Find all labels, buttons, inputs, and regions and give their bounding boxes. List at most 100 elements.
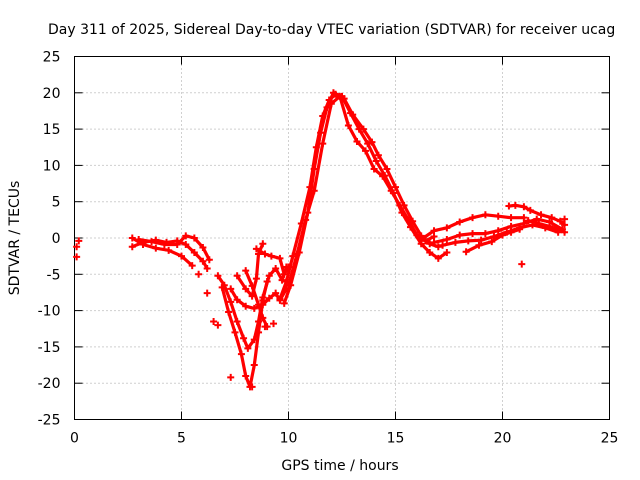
- data-point: [370, 165, 378, 173]
- data-point: [252, 275, 260, 283]
- data-point: [182, 241, 190, 249]
- data-point: [469, 230, 477, 238]
- data-point: [434, 254, 442, 262]
- data-point: [464, 237, 472, 245]
- data-point: [233, 272, 241, 280]
- data-point: [73, 253, 81, 261]
- data-point: [336, 92, 344, 100]
- data-point: [182, 232, 190, 240]
- data-point: [178, 252, 185, 260]
- data-series: [73, 89, 569, 391]
- data-point: [546, 222, 554, 230]
- data-point: [477, 236, 485, 244]
- data-point: [310, 187, 318, 195]
- x-tick-label: 20: [494, 431, 512, 447]
- data-point: [259, 240, 267, 248]
- data-point: [319, 140, 327, 148]
- data-point: [210, 317, 218, 325]
- data-point: [421, 237, 429, 245]
- series-rise-3: [286, 94, 436, 287]
- data-point: [481, 211, 489, 219]
- x-tick-label: 15: [387, 431, 405, 447]
- data-point: [272, 264, 280, 272]
- data-point: [214, 272, 222, 280]
- data-point: [499, 231, 506, 239]
- data-point: [387, 187, 395, 195]
- data-point: [426, 249, 434, 257]
- data-point: [227, 373, 235, 381]
- data-point: [488, 238, 496, 246]
- x-tick-label: 0: [70, 431, 79, 447]
- data-point: [203, 264, 211, 272]
- data-point: [417, 235, 425, 243]
- data-point: [252, 245, 260, 253]
- data-point: [135, 235, 143, 243]
- data-point: [481, 230, 489, 238]
- y-tick-label: 0: [52, 231, 61, 247]
- data-point: [255, 301, 263, 309]
- y-tick-label: 20: [43, 86, 61, 102]
- x-tick-label: 10: [280, 431, 298, 447]
- data-point: [227, 298, 235, 306]
- data-point: [353, 137, 361, 145]
- y-tick-label: -10: [38, 304, 61, 320]
- y-tick-label: 10: [43, 158, 61, 174]
- data-point: [518, 260, 526, 268]
- data-point: [244, 344, 252, 352]
- data-point: [75, 237, 83, 245]
- data-point: [139, 241, 147, 249]
- data-point: [227, 285, 235, 293]
- data-point: [379, 172, 387, 180]
- data-point: [392, 183, 399, 191]
- data-point: [225, 308, 233, 316]
- data-point: [526, 206, 534, 214]
- y-tick-label: 5: [52, 195, 61, 211]
- data-point: [434, 243, 442, 251]
- data-point: [494, 212, 502, 220]
- axis-ticks: 0 5 10 15 20 25 -25 -20 -15 -10 -5 0 5 10 15 20 25: [38, 50, 619, 447]
- data-point: [554, 225, 562, 233]
- series-track-b: [130, 236, 194, 268]
- data-point: [368, 138, 376, 146]
- data-point: [413, 231, 421, 239]
- grid: [74, 56, 610, 420]
- data-point: [190, 234, 198, 242]
- y-tick-label: 15: [43, 122, 61, 138]
- data-point: [285, 281, 292, 289]
- data-point: [152, 244, 160, 252]
- data-point: [190, 249, 198, 257]
- data-point: [250, 361, 258, 369]
- data-point: [430, 238, 438, 246]
- data-point: [240, 334, 248, 342]
- data-point: [443, 224, 451, 232]
- data-point: [556, 217, 564, 225]
- y-tick-label: -15: [38, 340, 61, 356]
- data-point: [242, 372, 250, 380]
- data-point: [507, 228, 515, 236]
- data-point: [248, 282, 256, 290]
- data-point: [276, 295, 284, 303]
- y-tick-label: 25: [43, 50, 61, 66]
- data-point: [173, 241, 181, 249]
- data-point: [430, 227, 438, 235]
- data-point: [404, 216, 412, 224]
- data-point: [329, 89, 337, 97]
- data-point: [293, 250, 301, 258]
- data-point: [237, 350, 245, 358]
- data-point: [160, 241, 168, 249]
- data-point: [443, 249, 451, 257]
- data-point: [242, 285, 250, 293]
- data-point: [561, 215, 569, 223]
- data-point: [265, 294, 273, 302]
- data-point: [203, 289, 211, 297]
- data-point: [255, 328, 263, 336]
- data-point: [561, 228, 569, 236]
- data-point: [250, 304, 258, 312]
- data-point: [520, 203, 528, 211]
- data-point: [327, 100, 335, 108]
- data-point: [548, 214, 556, 222]
- data-point: [426, 240, 434, 248]
- data-point: [469, 214, 477, 222]
- data-point: [317, 129, 325, 137]
